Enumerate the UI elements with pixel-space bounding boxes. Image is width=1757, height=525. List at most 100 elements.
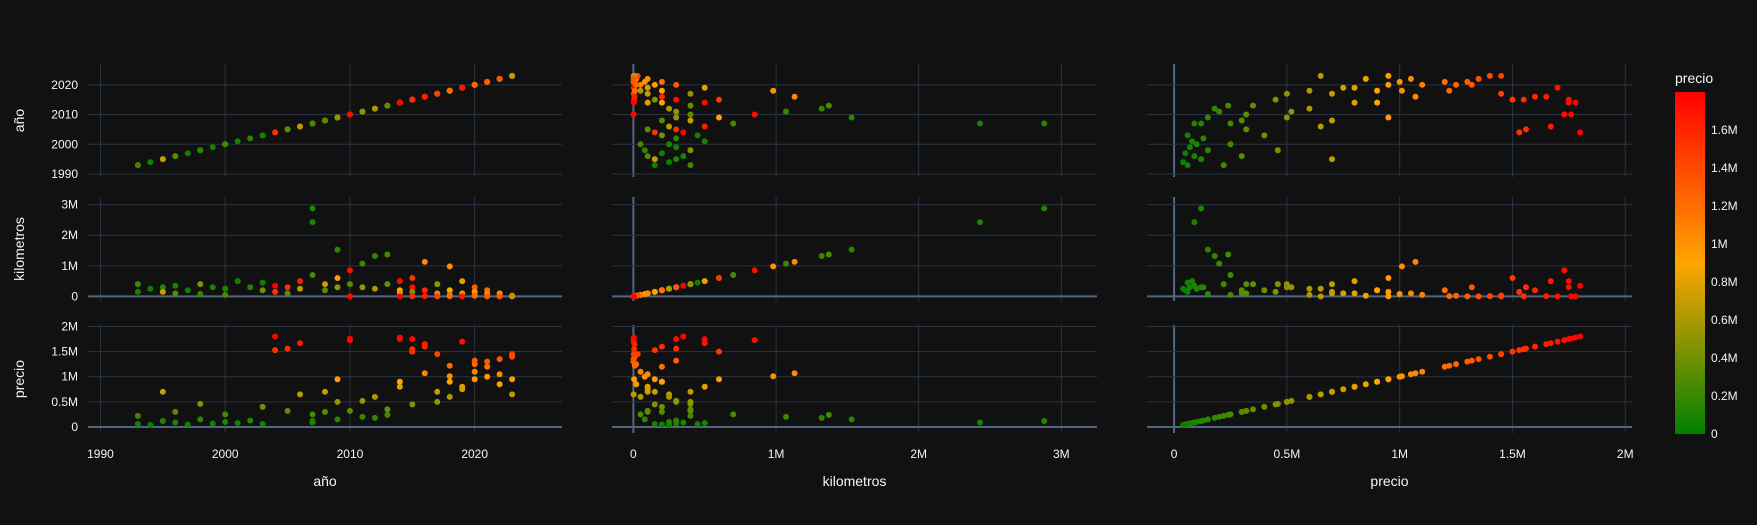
data-point [1340,84,1347,91]
points-año-vs-kilometros [630,72,1048,169]
data-point [666,393,673,400]
data-point [818,105,825,112]
data-point [297,340,304,347]
data-point [651,388,658,395]
data-point [346,281,353,288]
y-tick-label: 2020 [51,78,78,92]
data-point [371,253,378,260]
data-point [322,117,328,124]
data-point [371,105,378,112]
data-point [322,408,328,415]
data-point [848,246,855,253]
data-point [247,417,254,424]
data-point [259,420,266,427]
data-point [770,87,777,94]
data-point [1306,105,1313,112]
data-point [651,162,658,169]
data-point [1189,278,1196,285]
data-point [1225,411,1232,418]
data-point [197,416,204,423]
data-point [222,285,229,292]
data-point [1243,111,1250,118]
data-point [172,419,179,426]
data-point [644,407,651,414]
data-point [701,123,708,130]
data-point [1453,361,1460,368]
data-point [631,376,638,383]
data-point [1200,284,1207,291]
data-point [496,371,503,378]
data-point [1396,78,1403,85]
data-point [309,120,316,127]
data-point [1385,81,1392,88]
data-point [630,99,637,106]
data-point [284,345,291,352]
data-point [791,370,798,377]
data-point [371,414,378,421]
data-point [1572,334,1579,341]
data-point [284,290,291,297]
data-point [1204,147,1211,154]
y-tick-label: 0 [71,289,78,303]
data-point [1317,391,1324,398]
data-point [1561,111,1568,118]
data-point [666,285,673,292]
data-point [371,285,378,292]
data-point [1243,407,1250,414]
data-point [1243,126,1250,133]
y-tick-label: 1M [61,370,78,384]
data-point [658,287,665,294]
data-point [409,275,416,282]
data-point [1565,284,1572,291]
y-tick-label: 2M [61,228,78,242]
data-point [421,341,428,348]
data-point [1568,293,1575,300]
data-point [1317,293,1324,300]
data-point [446,287,453,294]
data-point [471,292,478,299]
data-point [1216,108,1223,115]
data-point [1238,287,1245,294]
data-point [1193,141,1200,148]
data-point [471,81,478,88]
data-point [334,284,341,291]
data-point [666,105,673,112]
data-point [687,281,694,288]
data-point [1419,81,1426,88]
data-point [496,293,503,300]
data-point [384,102,391,109]
colorbar-tick-label: 0.6M [1711,313,1738,327]
subplot-kilometros-vs-año [88,197,562,301]
colorbar-tick-label: 0 [1711,427,1718,441]
x-tick-label: 2000 [212,447,239,461]
data-point [1283,281,1290,288]
data-point [1441,78,1448,85]
data-point [1577,282,1584,289]
data-point [172,408,179,415]
data-point [770,373,777,380]
data-point [1464,358,1471,365]
data-point [197,147,204,154]
data-point [637,411,644,418]
data-point [1351,383,1358,390]
data-point [1374,287,1381,294]
data-point [666,159,673,166]
data-point [680,129,687,136]
data-point [631,87,638,94]
data-point [322,281,328,288]
data-point [651,401,658,408]
data-point [1283,398,1290,405]
data-point [751,111,758,118]
data-point [434,281,441,288]
data-point [848,114,855,121]
data-point [309,419,316,426]
data-point [471,284,478,291]
data-point [630,391,637,398]
data-point [658,403,665,410]
data-point [633,81,640,88]
data-point [1554,84,1561,91]
data-point [1543,293,1550,300]
data-point [1272,96,1279,103]
y-tick-label: 0 [71,420,78,434]
colorbar-tick-label: 1.2M [1711,199,1738,213]
